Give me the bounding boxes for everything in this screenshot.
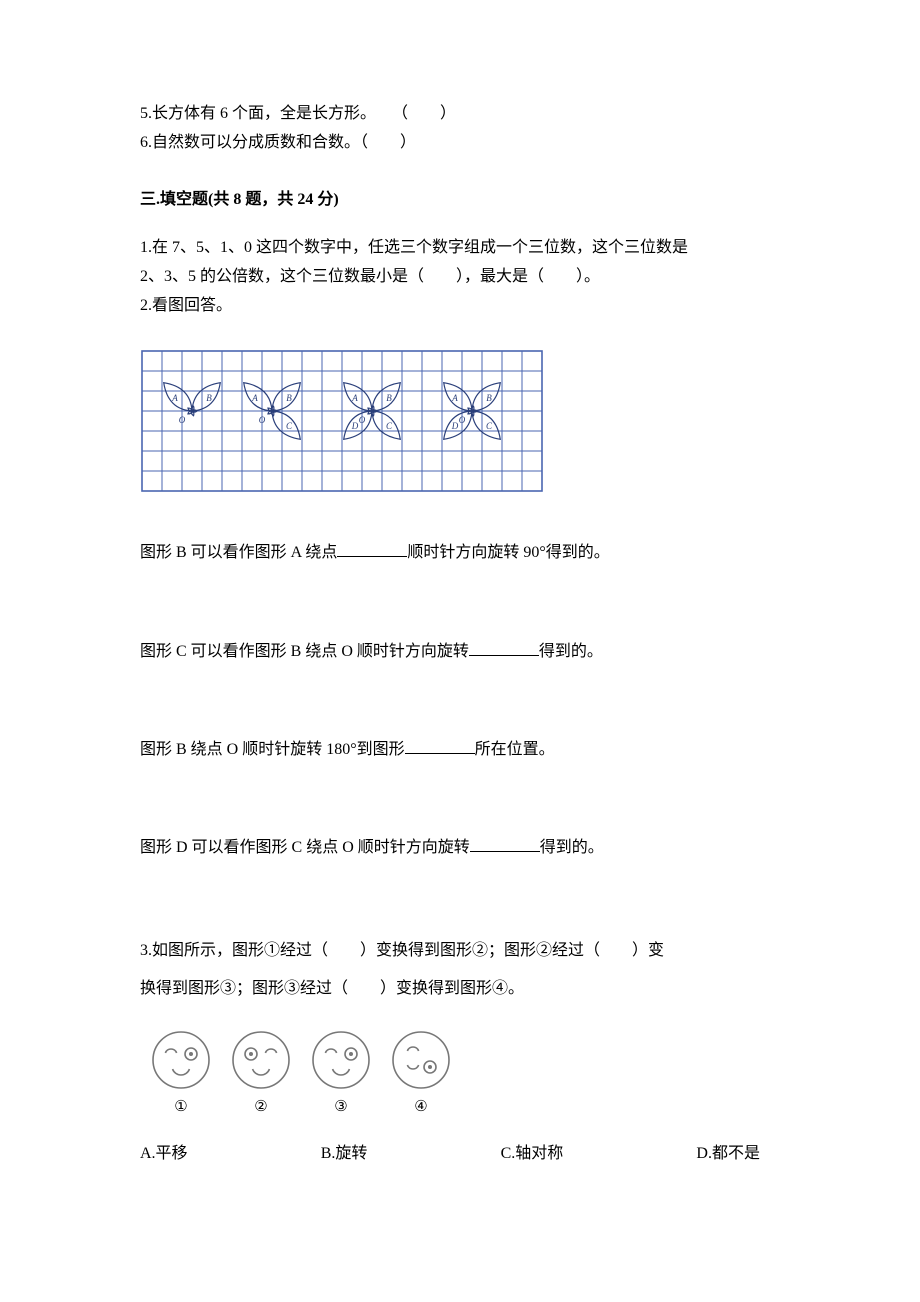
q2d: 图形 D 可以看作图形 C 绕点 O 顺时针方向旋转 得到的。	[140, 833, 790, 863]
q2a: 图形 B 可以看作图形 A 绕点 顺时针方向旋转 90°得到的。	[140, 538, 790, 568]
face-4: ④	[390, 1029, 452, 1121]
svg-text:O: O	[459, 415, 466, 425]
blank	[469, 640, 539, 656]
face-label-3: ③	[334, 1095, 347, 1121]
q2a-post: 顺时针方向旋转 90°得到的。	[407, 544, 609, 561]
svg-text:B: B	[486, 393, 492, 403]
q2b-pre: 图形 C 可以看作图形 B 绕点 O 顺时针方向旋转	[140, 643, 469, 660]
q1-line2: 2、3、5 的公倍数，这个三位数最小是（ ），最大是（ ）。	[140, 263, 790, 290]
svg-text:A: A	[351, 393, 358, 403]
svg-text:A: A	[251, 393, 258, 403]
svg-text:C: C	[286, 421, 293, 431]
q3-options: A.平移 B.旋转 C.轴对称 D.都不是	[140, 1140, 790, 1167]
face-label-1: ①	[174, 1095, 187, 1121]
svg-text:B: B	[386, 393, 392, 403]
q2c-post: 所在位置。	[475, 741, 555, 758]
q3-line1: 3.如图所示，图形①经过（ ）变换得到图形②；图形②经过（ ）变	[140, 932, 790, 970]
option-c: C.轴对称	[501, 1140, 564, 1167]
option-b: B.旋转	[321, 1140, 368, 1167]
svg-text:A: A	[451, 393, 458, 403]
q2b: 图形 C 可以看作图形 B 绕点 O 顺时针方向旋转 得到的。	[140, 637, 790, 667]
blank	[337, 541, 407, 557]
q2-intro: 2.看图回答。	[140, 292, 790, 319]
svg-text:C: C	[386, 421, 393, 431]
section3-header: 三.填空题(共 8 题，共 24 分)	[140, 186, 790, 213]
faces-diagram: ① ② ③ ④	[150, 1029, 790, 1121]
q3-line2: 换得到图形③；图形③经过（ ）变换得到图形④。	[140, 970, 790, 1008]
face-label-2: ②	[254, 1095, 267, 1121]
svg-text:B: B	[286, 393, 292, 403]
face-label-4: ④	[414, 1095, 427, 1121]
face-3: ③	[310, 1029, 372, 1121]
option-a: A.平移	[140, 1140, 188, 1167]
q2a-pre: 图形 B 可以看作图形 A 绕点	[140, 544, 337, 561]
face-2: ②	[230, 1029, 292, 1121]
svg-text:B: B	[206, 393, 212, 403]
judgement-q6: 6.自然数可以分成质数和合数。（ ）	[140, 129, 790, 156]
svg-text:D: D	[451, 421, 459, 431]
svg-text:D: D	[351, 421, 359, 431]
q2c-pre: 图形 B 绕点 O 顺时针旋转 180°到图形	[140, 741, 405, 758]
judgement-q5: 5.长方体有 6 个面，全是长方形。 （ ）	[140, 100, 790, 127]
q1-line1: 1.在 7、5、1、0 这四个数字中，任选三个数字组成一个三位数，这个三位数是	[140, 234, 790, 261]
q2b-post: 得到的。	[539, 643, 603, 660]
q2d-pre: 图形 D 可以看作图形 C 绕点 O 顺时针方向旋转	[140, 839, 470, 856]
svg-text:C: C	[486, 421, 493, 431]
svg-text:O: O	[179, 415, 186, 425]
blank	[405, 738, 475, 754]
svg-text:O: O	[259, 415, 266, 425]
butterfly-grid-diagram: ABOABCOABCDOABCDO	[140, 349, 790, 503]
face-1: ①	[150, 1029, 212, 1121]
blank	[470, 836, 540, 852]
q2c: 图形 B 绕点 O 顺时针旋转 180°到图形 所在位置。	[140, 735, 790, 765]
option-d: D.都不是	[696, 1140, 760, 1167]
svg-text:A: A	[171, 393, 178, 403]
svg-text:O: O	[359, 415, 366, 425]
q2d-post: 得到的。	[540, 839, 604, 856]
